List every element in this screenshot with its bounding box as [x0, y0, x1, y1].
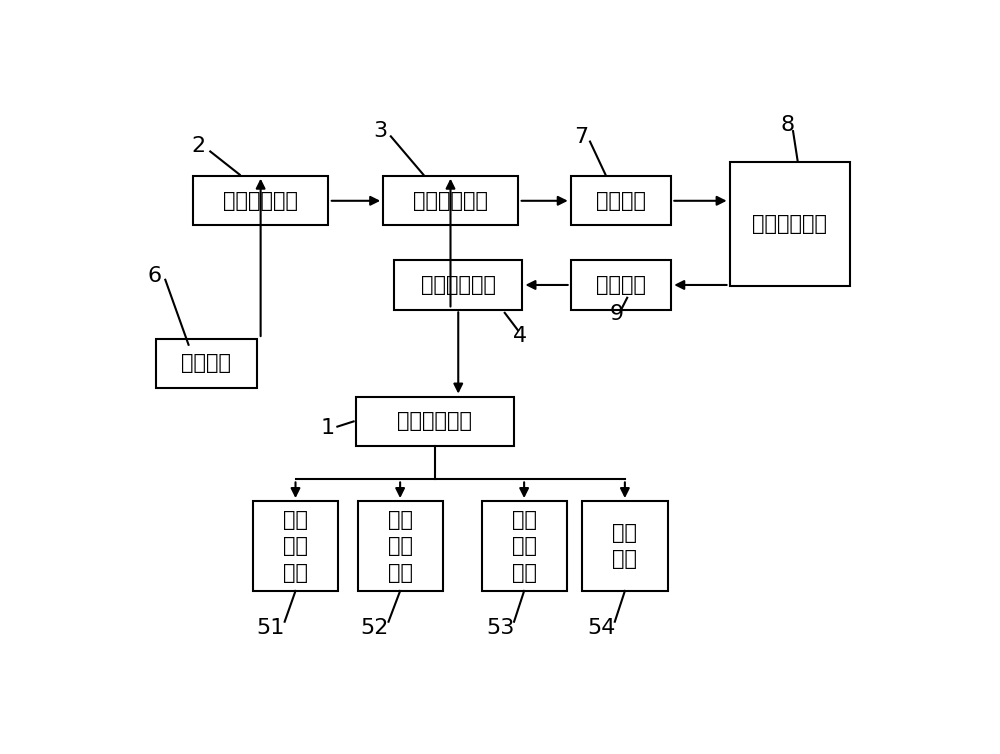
FancyBboxPatch shape [356, 397, 514, 446]
Text: 其他
部门
区域: 其他 部门 区域 [512, 510, 537, 583]
Text: 1: 1 [321, 418, 335, 438]
FancyBboxPatch shape [582, 501, 668, 591]
Text: 电源监测模块: 电源监测模块 [413, 191, 488, 211]
FancyBboxPatch shape [253, 501, 338, 591]
Text: 9: 9 [610, 304, 624, 324]
Text: 6: 6 [147, 266, 162, 287]
Text: 节能控制模块: 节能控制模块 [421, 275, 496, 295]
Text: 解析模块: 解析模块 [596, 275, 646, 295]
Text: 行政
部门
区域: 行政 部门 区域 [283, 510, 308, 583]
Text: 销售
部门
区域: 销售 部门 区域 [388, 510, 413, 583]
FancyBboxPatch shape [358, 501, 443, 591]
Text: 8: 8 [781, 115, 795, 135]
Text: 公共
区域: 公共 区域 [612, 523, 637, 569]
Text: 考勤监测模块: 考勤监测模块 [223, 191, 298, 211]
Text: 考勤系统: 考勤系统 [181, 354, 231, 373]
FancyBboxPatch shape [571, 176, 671, 225]
Text: 2: 2 [192, 136, 206, 155]
FancyBboxPatch shape [482, 501, 567, 591]
FancyBboxPatch shape [394, 260, 522, 310]
Text: 4: 4 [513, 326, 527, 346]
FancyBboxPatch shape [730, 161, 850, 287]
FancyBboxPatch shape [193, 176, 328, 225]
FancyBboxPatch shape [383, 176, 518, 225]
Text: 3: 3 [374, 121, 388, 141]
Text: 53: 53 [487, 618, 515, 638]
Text: 54: 54 [587, 618, 616, 638]
Text: 发送模块: 发送模块 [596, 191, 646, 211]
Text: 无线通讯模块: 无线通讯模块 [752, 214, 827, 234]
Text: 电源控制模块: 电源控制模块 [398, 412, 473, 431]
Text: 51: 51 [257, 618, 285, 638]
FancyBboxPatch shape [156, 339, 257, 388]
FancyBboxPatch shape [571, 260, 671, 310]
Text: 52: 52 [360, 618, 389, 638]
Text: 7: 7 [574, 127, 588, 147]
